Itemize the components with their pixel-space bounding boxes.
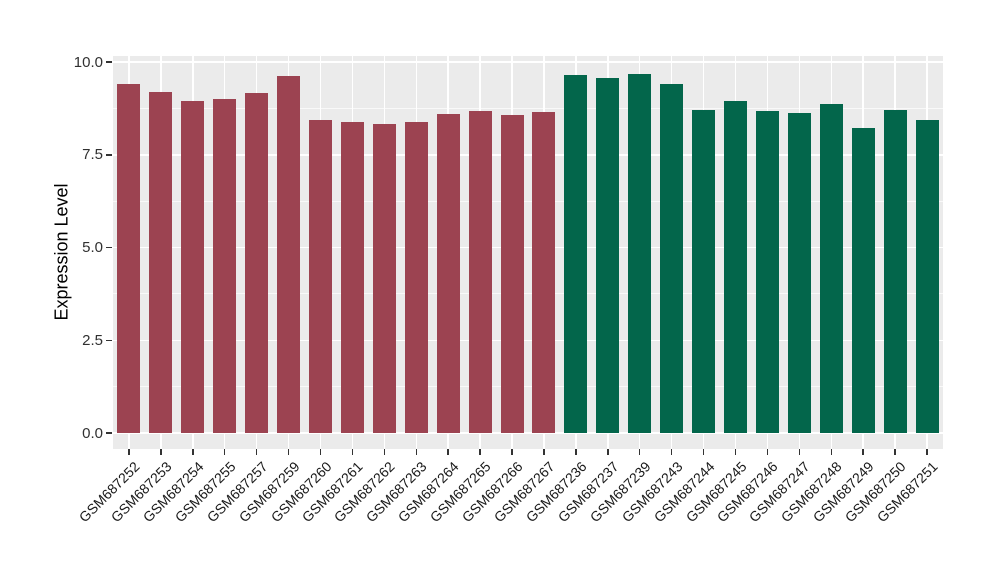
minor-gridline (113, 293, 943, 295)
x-tick-mark (862, 449, 864, 455)
x-tick-mark (192, 449, 194, 455)
x-tick-mark (160, 449, 162, 455)
bar-GSM687255 (213, 99, 237, 433)
bar-GSM687260 (309, 119, 332, 433)
bar-GSM687249 (851, 128, 875, 433)
x-tick-mark (798, 449, 801, 455)
x-tick-mark (479, 449, 481, 455)
x-tick-mark (670, 449, 673, 455)
y-tick-label: 10.0 (73, 53, 103, 71)
y-tick-mark (106, 339, 112, 341)
bar-GSM687265 (468, 111, 492, 433)
bar-GSM687247 (787, 112, 811, 433)
x-tick-mark (351, 449, 354, 455)
bar-GSM687254 (181, 101, 205, 433)
plot-panel (113, 56, 943, 449)
x-tick-mark (447, 449, 449, 455)
x-tick-mark (926, 449, 928, 455)
y-tick-label: 5.0 (82, 239, 103, 256)
x-tick-mark (638, 449, 641, 455)
bar-GSM687251 (915, 119, 939, 433)
bar-GSM687252 (117, 83, 141, 433)
bar-GSM687250 (883, 110, 907, 433)
x-tick-mark (766, 449, 769, 455)
bar-GSM687243 (660, 83, 684, 433)
x-tick-mark (511, 449, 513, 455)
y-tick-mark (106, 246, 112, 249)
bar-GSM687248 (819, 103, 843, 433)
bar-GSM687267 (532, 111, 556, 433)
major-gridline (113, 61, 943, 63)
y-tick-label: 2.5 (82, 331, 103, 349)
minor-gridline (113, 200, 943, 202)
bar-GSM687263 (404, 121, 428, 433)
x-tick-mark (255, 449, 258, 455)
bar-GSM687261 (340, 121, 364, 433)
bar-GSM687239 (628, 73, 652, 433)
minor-gridline (113, 386, 943, 388)
minor-gridline (113, 107, 943, 109)
x-tick-mark (287, 449, 290, 455)
bar-GSM687246 (755, 111, 779, 433)
bar-GSM687237 (596, 77, 620, 433)
y-tick-mark (106, 432, 112, 434)
bar-GSM687244 (692, 109, 716, 433)
bar-GSM687253 (149, 91, 173, 433)
bar-GSM687236 (564, 75, 588, 433)
x-tick-mark (543, 449, 545, 455)
x-tick-mark (575, 449, 577, 455)
bar-GSM687245 (724, 100, 747, 433)
x-tick-mark (734, 449, 737, 455)
bar-GSM687264 (436, 114, 460, 433)
major-gridline (113, 432, 943, 434)
bar-GSM687262 (372, 123, 396, 433)
x-tick-mark (415, 449, 418, 455)
x-tick-mark (607, 449, 609, 455)
x-tick-mark (128, 449, 130, 455)
x-tick-mark (830, 449, 833, 455)
x-tick-mark (223, 449, 226, 455)
bar-GSM687266 (500, 114, 524, 433)
y-tick-label: 0.0 (82, 424, 103, 442)
x-tick-mark (894, 449, 896, 455)
y-tick-mark (106, 154, 112, 156)
major-gridline (113, 339, 943, 341)
x-tick-mark (383, 449, 386, 455)
x-tick-mark (319, 449, 322, 455)
y-tick-label: 7.5 (82, 146, 103, 164)
bar-GSM687257 (245, 92, 269, 433)
major-gridline (113, 246, 943, 249)
x-tick-mark (702, 449, 705, 455)
major-gridline (113, 154, 943, 156)
y-tick-mark (106, 61, 112, 63)
y-axis-title: Expression Level (51, 183, 72, 321)
bar-GSM687259 (277, 76, 301, 433)
